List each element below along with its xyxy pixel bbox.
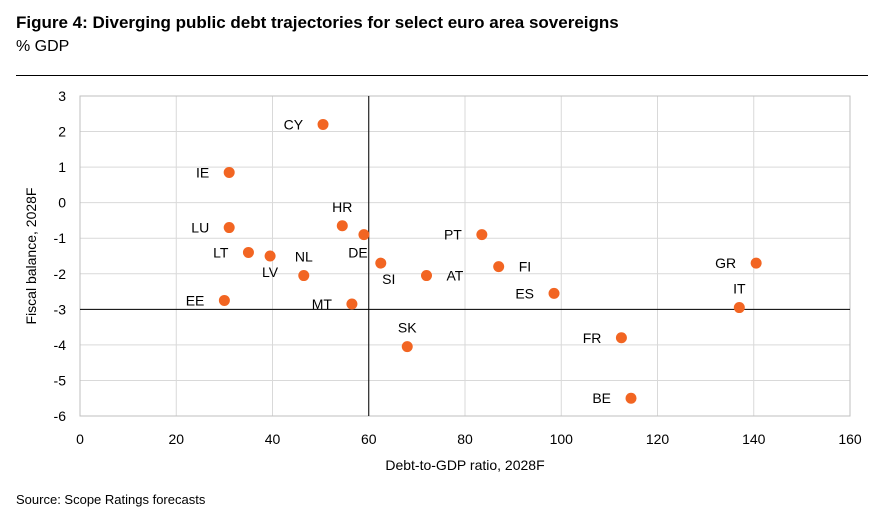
reference-lines: [80, 96, 850, 416]
data-label-cy: CY: [284, 116, 304, 132]
x-tick-label: 80: [457, 431, 473, 447]
data-point-es: [548, 287, 560, 299]
x-tick-label: 120: [646, 431, 670, 447]
data-point-be: [625, 392, 637, 404]
source-note: Source: Scope Ratings forecasts: [16, 492, 206, 507]
data-label-sk: SK: [398, 320, 417, 336]
y-tick-label: 3: [58, 88, 66, 104]
y-tick-label: 1: [58, 159, 66, 175]
x-tick-label: 20: [168, 431, 184, 447]
data-label-de: DE: [348, 245, 367, 261]
x-tick-label: 160: [838, 431, 862, 447]
y-tick-label: 2: [58, 124, 66, 140]
x-tick-label: 140: [742, 431, 766, 447]
data-label-hr: HR: [332, 199, 352, 215]
data-point-fi: [493, 261, 505, 273]
data-label-be: BE: [592, 390, 611, 406]
data-point-pt: [476, 229, 488, 241]
data-label-fr: FR: [583, 330, 602, 346]
data-label-lv: LV: [262, 264, 279, 280]
data-label-si: SI: [382, 271, 395, 287]
data-label-fi: FI: [519, 259, 531, 275]
data-point-lu: [223, 222, 235, 234]
data-point-lt: [242, 246, 254, 258]
title-divider: [16, 75, 868, 76]
y-tick-label: -6: [54, 408, 67, 424]
x-axis-ticks: 0 20 40 60 80 100 120 140 160: [76, 431, 862, 447]
data-label-gr: GR: [715, 255, 736, 271]
data-point-hr: [336, 220, 348, 232]
y-tick-label: 0: [58, 195, 66, 211]
data-label-nl: NL: [295, 249, 313, 265]
data-label-pt: PT: [444, 227, 462, 243]
data-point-ie: [223, 166, 235, 178]
chart-subtitle: % GDP: [16, 38, 70, 55]
x-tick-label: 100: [550, 431, 574, 447]
data-point-mt: [346, 298, 358, 310]
x-tick-label: 40: [265, 431, 281, 447]
data-labels: CY IE HR LU DE PT LT LV NL SI FI AT GR ES EE MT IT SK FR BE: [186, 116, 746, 406]
data-label-ee: EE: [186, 292, 205, 308]
data-point-it: [733, 302, 745, 314]
data-point-de: [358, 229, 370, 241]
data-label-lu: LU: [191, 220, 209, 236]
data-label-mt: MT: [312, 296, 333, 312]
data-point-fr: [615, 332, 627, 344]
data-point-lv: [264, 250, 276, 262]
plot-frame: [79, 95, 851, 417]
data-label-ie: IE: [196, 164, 209, 180]
data-point-ee: [218, 294, 230, 306]
data-label-es: ES: [515, 285, 534, 301]
data-point-cy: [317, 118, 329, 130]
y-tick-label: -1: [54, 230, 67, 246]
y-tick-label: -4: [54, 337, 67, 353]
x-tick-label: 60: [361, 431, 377, 447]
data-point-at: [421, 270, 432, 282]
y-tick-label: -2: [54, 266, 67, 282]
data-point-si: [375, 257, 387, 269]
y-tick-label: -3: [54, 301, 67, 317]
data-label-lt: LT: [213, 244, 229, 260]
data-points: [218, 118, 762, 404]
y-axis-ticks: 3 2 1 0 -1 -2 -3 -4 -5 -6: [54, 88, 67, 424]
y-axis-title: Fiscal balance, 2028F: [23, 188, 39, 325]
data-label-it: IT: [733, 281, 746, 297]
x-axis-title: Debt-to-GDP ratio, 2028F: [385, 457, 544, 473]
data-label-at: AT: [447, 268, 464, 284]
x-tick-label: 0: [76, 431, 84, 447]
chart-title: Figure 4: Diverging public debt trajecto…: [16, 13, 619, 32]
data-point-nl: [298, 270, 310, 282]
data-point-gr: [750, 257, 762, 269]
y-tick-label: -5: [54, 372, 67, 388]
data-point-sk: [401, 341, 413, 353]
